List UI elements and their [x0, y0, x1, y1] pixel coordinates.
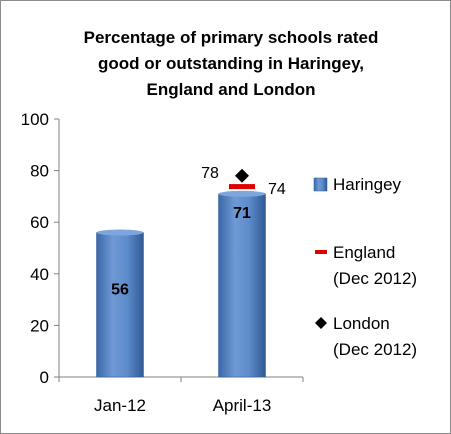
- bar-value-label: 56: [111, 281, 129, 298]
- bar-top: [218, 190, 266, 197]
- y-tick-label: 100: [21, 110, 49, 129]
- legend-swatch-england: [315, 250, 327, 254]
- x-category-label: April-13: [213, 396, 272, 415]
- x-axis: Jan-12 April-13: [58, 376, 304, 415]
- chart-title-line-2: good or outstanding in Haringey,: [98, 54, 364, 73]
- markers: 74 78: [201, 165, 286, 198]
- x-category-label: Jan-12: [94, 396, 146, 415]
- london-marker: [235, 168, 249, 183]
- bar-value-label: 71: [233, 205, 251, 222]
- legend-label: Haringey: [333, 175, 402, 194]
- y-tick-label: 0: [40, 368, 49, 387]
- legend-label: England: [333, 243, 395, 262]
- chart-title-line-1: Percentage of primary schools rated: [84, 28, 379, 47]
- england-marker: [229, 184, 255, 190]
- y-axis: 0 20 40 60 80 100: [21, 110, 60, 387]
- chart-title-line-3: England and London: [146, 80, 315, 99]
- y-tick-label: 80: [30, 162, 49, 181]
- legend-swatch-london: [315, 317, 327, 329]
- y-tick-label: 40: [30, 265, 49, 284]
- bar: [96, 232, 144, 378]
- legend-label-line-2: (Dec 2012): [333, 269, 417, 288]
- bar-top: [96, 229, 144, 236]
- y-tick-label: 60: [30, 213, 49, 232]
- legend-swatch-haringey: [313, 177, 328, 192]
- legend-label: London: [333, 314, 390, 333]
- legend-label-line-2: (Dec 2012): [333, 340, 417, 359]
- bar: [218, 193, 266, 378]
- y-tick-label: 20: [30, 316, 49, 335]
- legend: Haringey England (Dec 2012) London (Dec 2012…: [313, 175, 417, 359]
- london-value-label: 78: [201, 165, 219, 182]
- england-value-label: 74: [268, 181, 286, 198]
- bars: 56 71: [96, 190, 266, 378]
